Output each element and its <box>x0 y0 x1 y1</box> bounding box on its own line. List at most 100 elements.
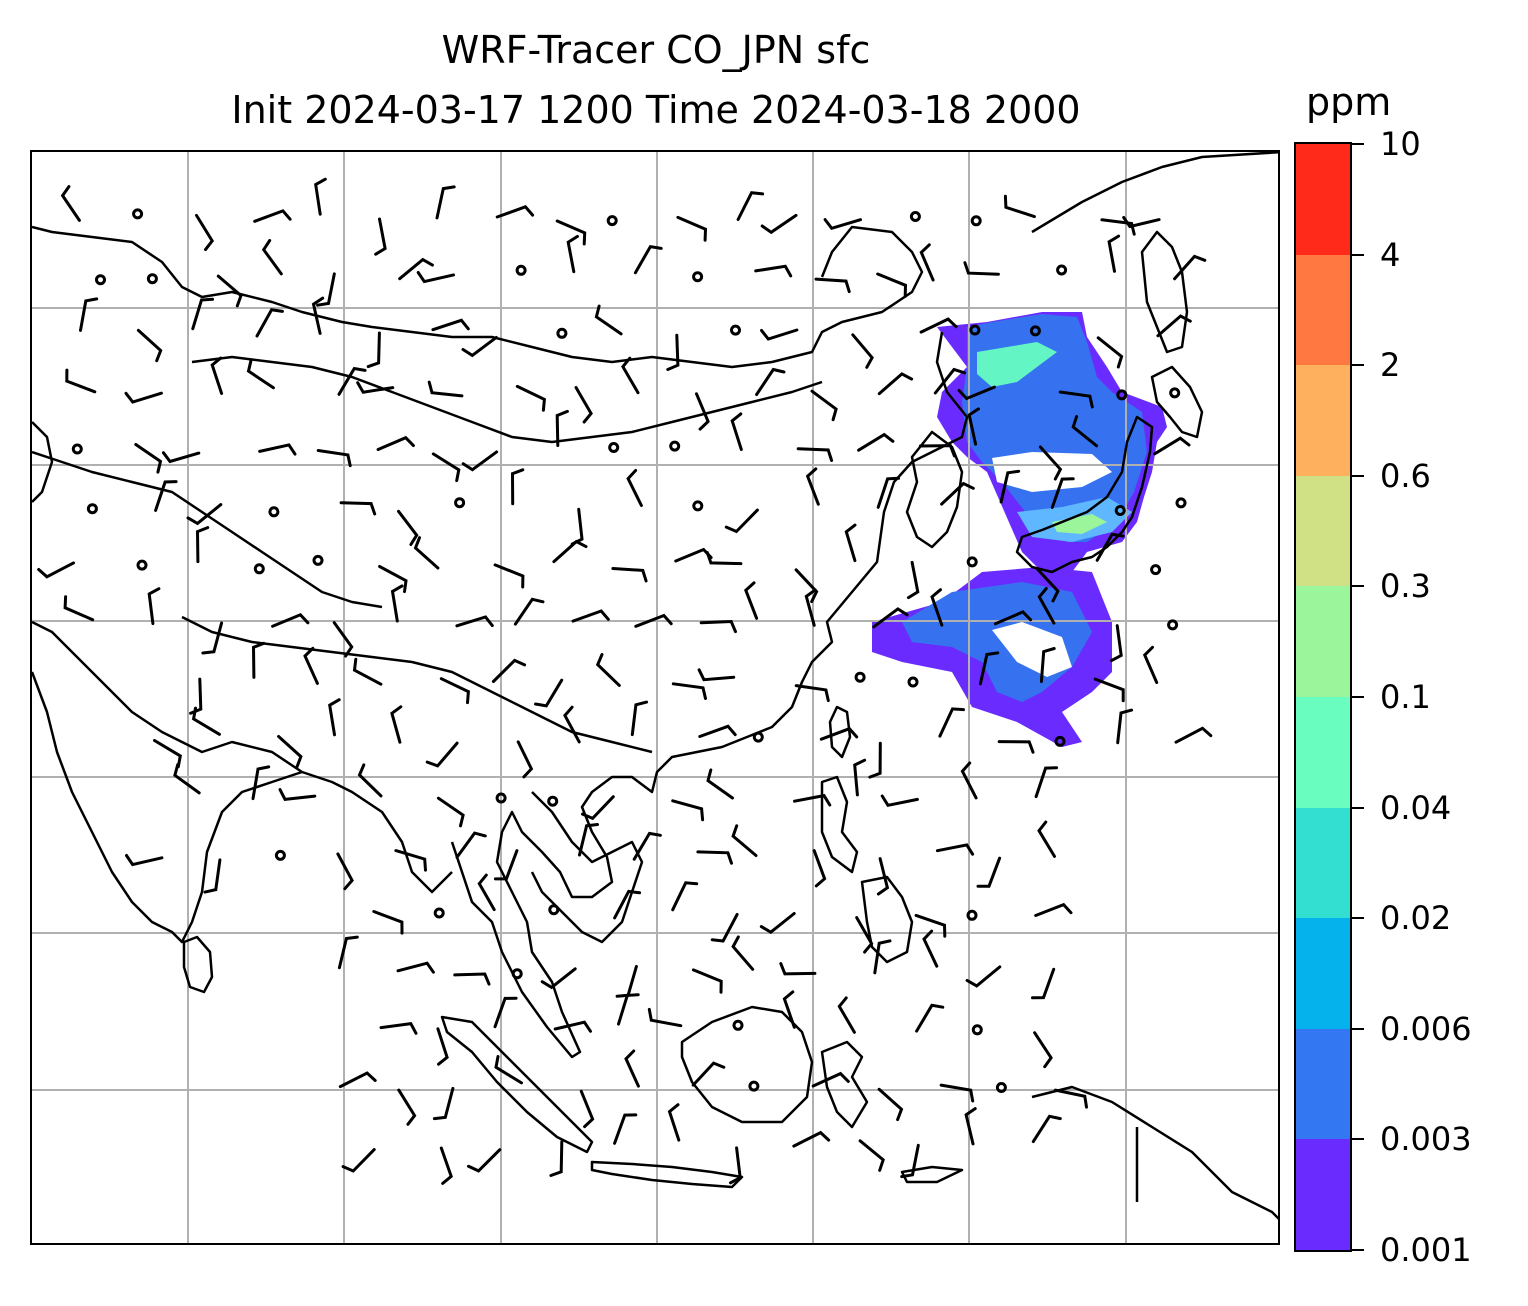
wind-barb <box>1095 532 1125 562</box>
wind-barb <box>555 219 587 246</box>
calm-wind-marker <box>1167 619 1179 631</box>
coastline-borders-central <box>32 450 383 609</box>
wind-barb <box>613 1113 638 1145</box>
wind-barb <box>491 658 527 683</box>
wind-barb <box>633 244 663 275</box>
wind-barb <box>624 1049 640 1088</box>
colorbar-tick-label: 10 <box>1380 125 1421 163</box>
wind-barb <box>993 610 1033 626</box>
coastline-india-west <box>32 671 303 944</box>
wind-barb <box>940 481 975 506</box>
wind-barb <box>431 318 470 332</box>
wind-barb <box>812 849 827 888</box>
wind-barb <box>553 1020 592 1033</box>
wind-barb <box>730 412 743 451</box>
coastline-korea <box>905 430 964 549</box>
wind-barb <box>595 653 621 687</box>
wind-barb <box>1142 645 1159 684</box>
calm-wind-marker <box>433 907 445 919</box>
wind-barb <box>615 965 638 998</box>
wind-barb <box>1093 677 1125 703</box>
wind-barb <box>819 726 859 741</box>
wind-barb <box>376 435 415 451</box>
wind-barb <box>341 1148 376 1173</box>
wind-barb <box>515 384 546 412</box>
wind-barb <box>338 1071 377 1089</box>
colorbar-segment <box>1296 475 1350 587</box>
wind-barb <box>534 678 564 708</box>
wind-barb <box>191 297 214 331</box>
wind-barb <box>1096 336 1124 369</box>
coastline-russia-far-east <box>1031 152 1278 234</box>
calm-wind-marker <box>1169 387 1181 399</box>
wind-barb <box>425 741 459 768</box>
wind-barb <box>671 682 707 700</box>
wind-barb <box>907 560 920 600</box>
calm-wind-marker <box>268 506 280 518</box>
wind-barb <box>695 392 710 431</box>
wind-barb <box>691 1061 726 1087</box>
colorbar-segment <box>1296 364 1350 476</box>
wind-barb <box>900 1143 920 1179</box>
wind-barb <box>416 271 455 284</box>
coastline-timor <box>900 1165 964 1184</box>
calm-wind-marker <box>1175 497 1187 509</box>
wind-barb <box>976 856 1002 888</box>
colorbar-segment <box>1296 807 1350 919</box>
wind-barb <box>736 191 765 221</box>
calm-wind-marker <box>692 271 704 283</box>
wind-barb <box>647 1007 683 1028</box>
wind-barb <box>810 389 838 422</box>
wind-barb <box>621 356 640 395</box>
wind-barb <box>1036 567 1060 603</box>
wind-barb <box>1122 216 1161 229</box>
wind-barb <box>760 213 798 235</box>
coastline-sri-lanka <box>182 935 214 994</box>
colorbar-tick <box>1352 143 1364 145</box>
calm-wind-marker <box>971 1024 983 1036</box>
coastline-taiwan <box>828 705 852 759</box>
colorbar-tick-label: 0.04 <box>1380 788 1452 827</box>
wind-barb <box>759 912 796 935</box>
colorbar-tick <box>1352 585 1364 588</box>
colorbar-segment <box>1296 917 1350 1029</box>
wind-barb <box>455 615 494 628</box>
calm-wind-marker <box>511 968 523 980</box>
wind-barb <box>805 467 820 506</box>
wind-barb <box>390 584 404 623</box>
wind-barb <box>555 409 569 447</box>
chart-subtitle: Init 2024-03-17 1200 Time 2024-03-18 200… <box>231 88 1081 132</box>
wind-barb <box>729 1146 742 1185</box>
calm-wind-marker <box>995 1082 1007 1093</box>
gridlines <box>32 152 1278 1243</box>
wind-barb <box>964 1107 977 1146</box>
wind-barb <box>261 239 283 276</box>
wind-barb <box>594 304 623 336</box>
wind-barb <box>1034 766 1059 799</box>
coastline-java <box>590 1160 744 1189</box>
wind-barb <box>1071 415 1099 448</box>
calm-wind-marker <box>1029 325 1041 337</box>
wind-barb <box>699 619 737 634</box>
colorbar-segment <box>1296 585 1350 697</box>
wind-barb <box>495 205 535 219</box>
wind-barb <box>671 881 699 912</box>
wind-barb <box>744 581 759 620</box>
wind-barb <box>963 261 1000 276</box>
wind-barb <box>571 609 610 623</box>
wind-barb <box>191 706 221 736</box>
wind-barb <box>37 561 75 579</box>
wind-barb <box>579 1089 595 1129</box>
wind-barb <box>390 705 403 744</box>
colorbar-tick <box>1352 474 1364 477</box>
wind-barb <box>467 1148 502 1173</box>
coastline-new-guinea <box>1031 1085 1278 1220</box>
wind-barb <box>357 763 383 798</box>
wind-barb <box>432 1086 455 1121</box>
map-panel <box>30 150 1280 1245</box>
wind-barb <box>1031 1114 1062 1144</box>
wind-barb <box>436 796 465 828</box>
wind-barb <box>697 668 736 682</box>
wind-barb <box>997 740 1035 754</box>
calm-wind-marker <box>547 795 559 807</box>
